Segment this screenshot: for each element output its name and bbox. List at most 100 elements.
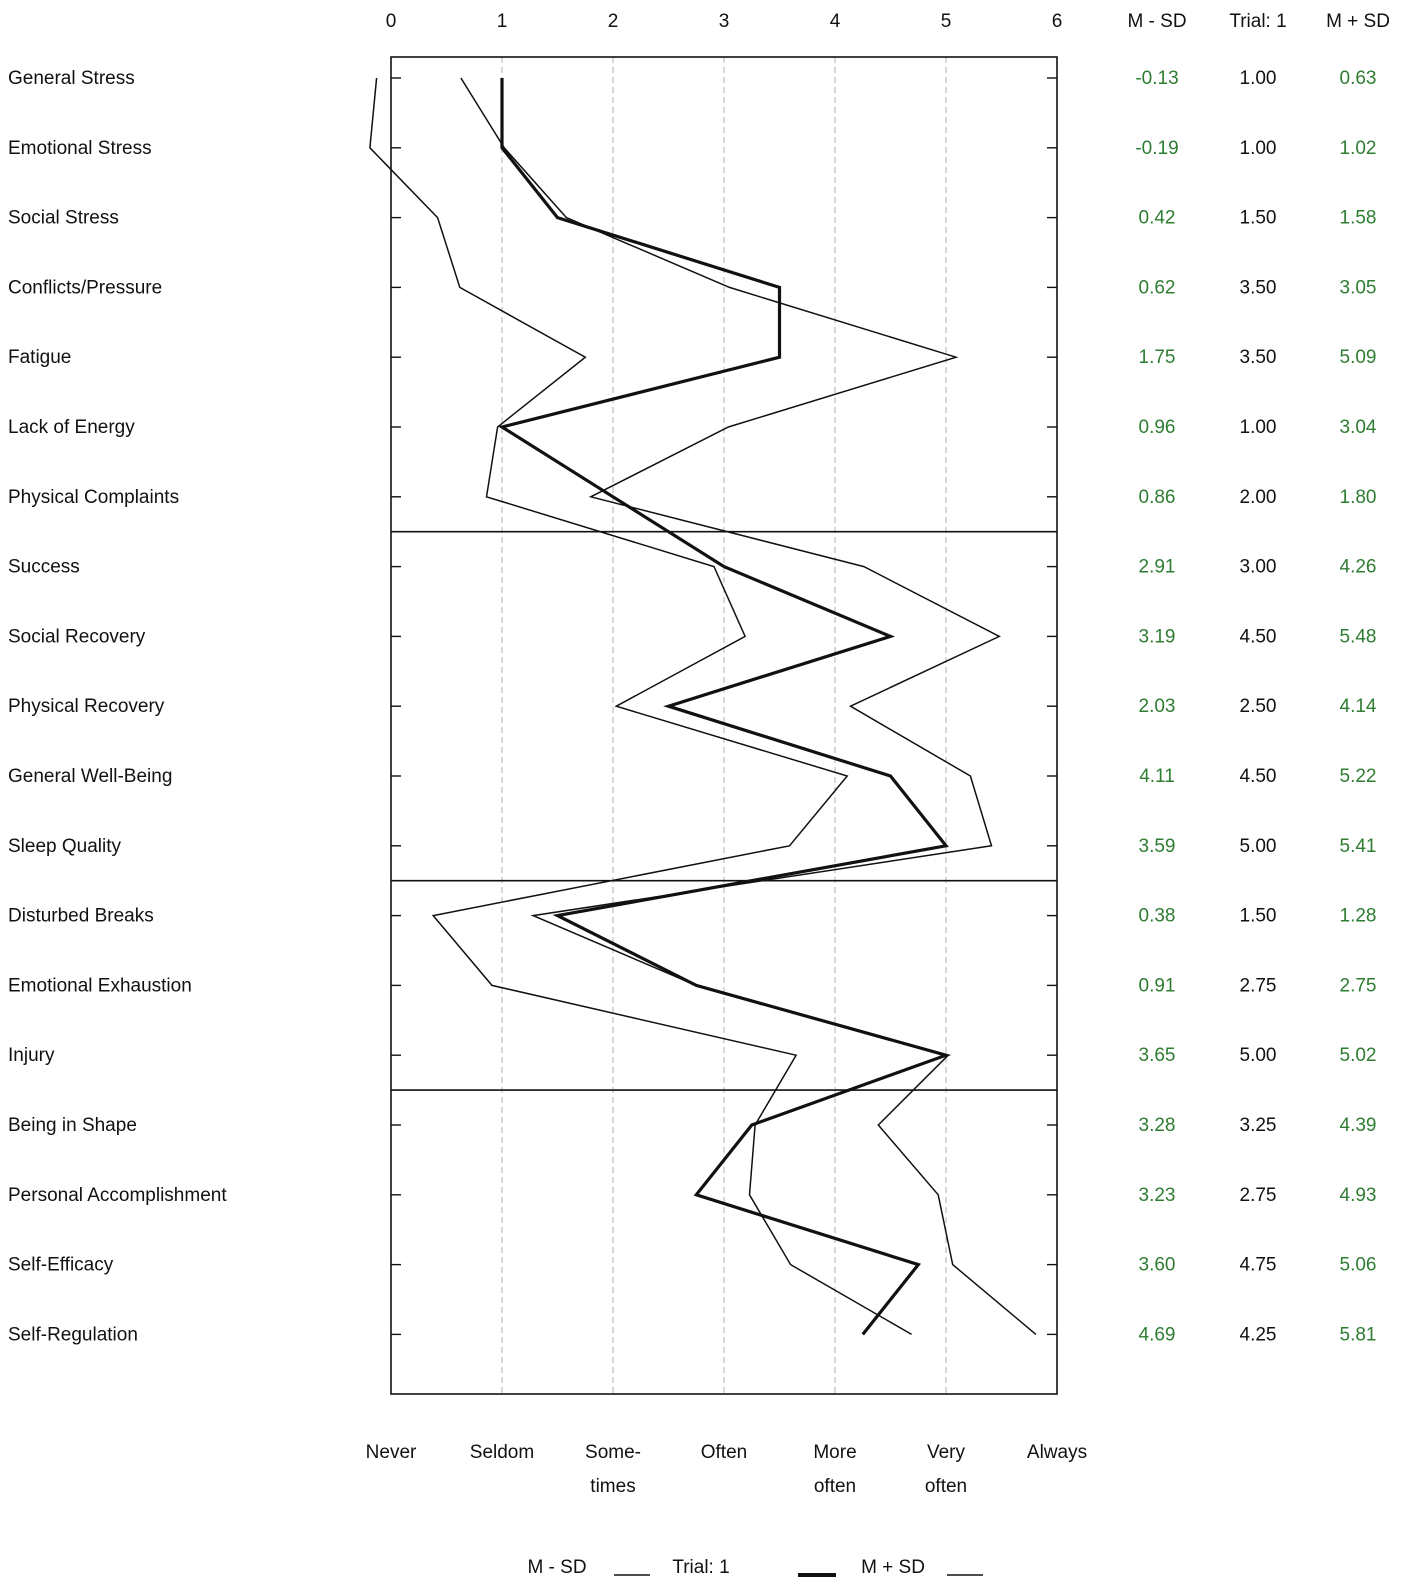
data-value-label: 0.63 <box>1340 68 1377 89</box>
data-value-label: 2.00 <box>1240 487 1277 508</box>
frequency-label: Always <box>1027 1442 1087 1463</box>
data-value-label: 0.86 <box>1139 487 1176 508</box>
category-label: Social Recovery <box>8 626 146 647</box>
data-value-label: 4.93 <box>1340 1185 1377 1206</box>
data-value-label: 3.50 <box>1240 277 1277 298</box>
data-value-label: 3.28 <box>1139 1115 1176 1136</box>
series-line <box>369 77 912 1336</box>
category-label: General Well-Being <box>8 766 172 787</box>
frequency-label: often <box>925 1476 967 1497</box>
data-value-label: 5.06 <box>1340 1255 1377 1276</box>
category-label: Success <box>8 557 80 578</box>
x-tick-label: 3 <box>719 11 730 32</box>
data-value-label: 1.28 <box>1340 906 1377 927</box>
grid-layer <box>501 57 947 1394</box>
x-tick-label: 2 <box>608 11 619 32</box>
x-tick-label: 1 <box>497 11 508 32</box>
data-value-label: 0.62 <box>1139 277 1176 298</box>
data-value-label: 5.00 <box>1240 836 1277 857</box>
data-value-label: 3.60 <box>1139 1255 1176 1276</box>
category-label: Self-Regulation <box>8 1324 138 1345</box>
data-value-label: 1.02 <box>1340 138 1377 159</box>
data-value-label: 2.75 <box>1240 1185 1277 1206</box>
x-tick-label: 4 <box>830 11 841 32</box>
data-value-label: 5.22 <box>1340 766 1377 787</box>
data-value-label: 3.05 <box>1340 277 1377 298</box>
data-value-label: 0.91 <box>1139 975 1176 996</box>
data-value-label: 5.48 <box>1340 626 1377 647</box>
data-value-label: 4.50 <box>1240 626 1277 647</box>
data-value-label: 2.03 <box>1139 696 1176 717</box>
data-value-label: 2.50 <box>1240 696 1277 717</box>
legend-label: M + SD <box>861 1557 925 1578</box>
category-label: General Stress <box>8 68 135 89</box>
category-label: Physical Recovery <box>8 696 165 717</box>
data-value-label: 1.58 <box>1340 208 1377 229</box>
group-separators <box>391 530 1057 1091</box>
column-header: M + SD <box>1326 11 1390 32</box>
frequency-label: More <box>813 1442 856 1463</box>
data-value-label: 5.00 <box>1240 1045 1277 1066</box>
data-value-label: -0.19 <box>1135 138 1178 159</box>
data-value-label: 5.09 <box>1340 347 1377 368</box>
x-tick-label: 5 <box>941 11 952 32</box>
plot-frame <box>390 56 1058 1395</box>
data-value-label: -0.13 <box>1135 68 1178 89</box>
x-tick-label: 0 <box>386 11 397 32</box>
data-value-label: 2.91 <box>1139 557 1176 578</box>
data-value-label: 1.00 <box>1240 417 1277 438</box>
data-value-label: 4.50 <box>1240 766 1277 787</box>
data-value-label: 5.81 <box>1340 1324 1377 1345</box>
category-label: Conflicts/Pressure <box>8 277 162 298</box>
data-value-label: 2.75 <box>1240 975 1277 996</box>
column-header: Trial: 1 <box>1229 11 1286 32</box>
legend-label: Trial: 1 <box>672 1557 729 1578</box>
category-label: Physical Complaints <box>8 487 179 508</box>
frequency-label: Seldom <box>470 1442 534 1463</box>
data-value-label: 1.00 <box>1240 68 1277 89</box>
category-label: Fatigue <box>8 347 71 368</box>
series-lines <box>369 77 1037 1336</box>
data-value-label: 5.41 <box>1340 836 1377 857</box>
frequency-label: Never <box>366 1442 417 1463</box>
data-value-label: 3.00 <box>1240 557 1277 578</box>
frequency-label: often <box>814 1476 856 1497</box>
frequency-label: Some- <box>585 1442 641 1463</box>
data-value-label: 5.02 <box>1340 1045 1377 1066</box>
data-value-label: 1.50 <box>1240 208 1277 229</box>
data-value-label: 4.75 <box>1240 1255 1277 1276</box>
frequency-label: Often <box>701 1442 747 1463</box>
series-line <box>497 78 952 1336</box>
data-value-label: 0.96 <box>1139 417 1176 438</box>
data-value-label: 3.59 <box>1139 836 1176 857</box>
data-value-label: 2.75 <box>1340 975 1377 996</box>
category-label: Social Stress <box>8 208 119 229</box>
data-value-label: 3.25 <box>1240 1115 1277 1136</box>
data-value-label: 3.65 <box>1139 1045 1176 1066</box>
frequency-label: Very <box>927 1442 966 1463</box>
data-value-label: 1.00 <box>1240 138 1277 159</box>
data-value-label: 3.19 <box>1139 626 1176 647</box>
category-label: Disturbed Breaks <box>8 906 154 927</box>
data-value-label: 4.14 <box>1340 696 1377 717</box>
column-header: M - SD <box>1127 11 1186 32</box>
category-label: Emotional Stress <box>8 138 152 159</box>
category-label: Self-Efficacy <box>8 1255 114 1276</box>
data-value-label: 4.26 <box>1340 557 1377 578</box>
tick-marks <box>391 77 1057 1336</box>
data-value-label: 4.25 <box>1240 1324 1277 1345</box>
labels: 0 1 2 3 4 5 6 M - SD Trial: 1 M + SD General Stres… <box>8 11 1390 1497</box>
series-line <box>460 77 1037 1335</box>
data-value-label: 0.42 <box>1139 208 1176 229</box>
legend: M - SD Trial: 1 M + SD <box>527 1557 983 1578</box>
data-value-label: 4.39 <box>1340 1115 1377 1136</box>
legend-label: M - SD <box>527 1557 586 1578</box>
data-value-label: 1.80 <box>1340 487 1377 508</box>
data-value-label: 3.04 <box>1340 417 1377 438</box>
category-label: Personal Accomplishment <box>8 1185 227 1206</box>
data-value-label: 1.50 <box>1240 906 1277 927</box>
category-label: Lack of Energy <box>8 417 135 438</box>
category-label: Sleep Quality <box>8 836 122 857</box>
category-label: Being in Shape <box>8 1115 137 1136</box>
